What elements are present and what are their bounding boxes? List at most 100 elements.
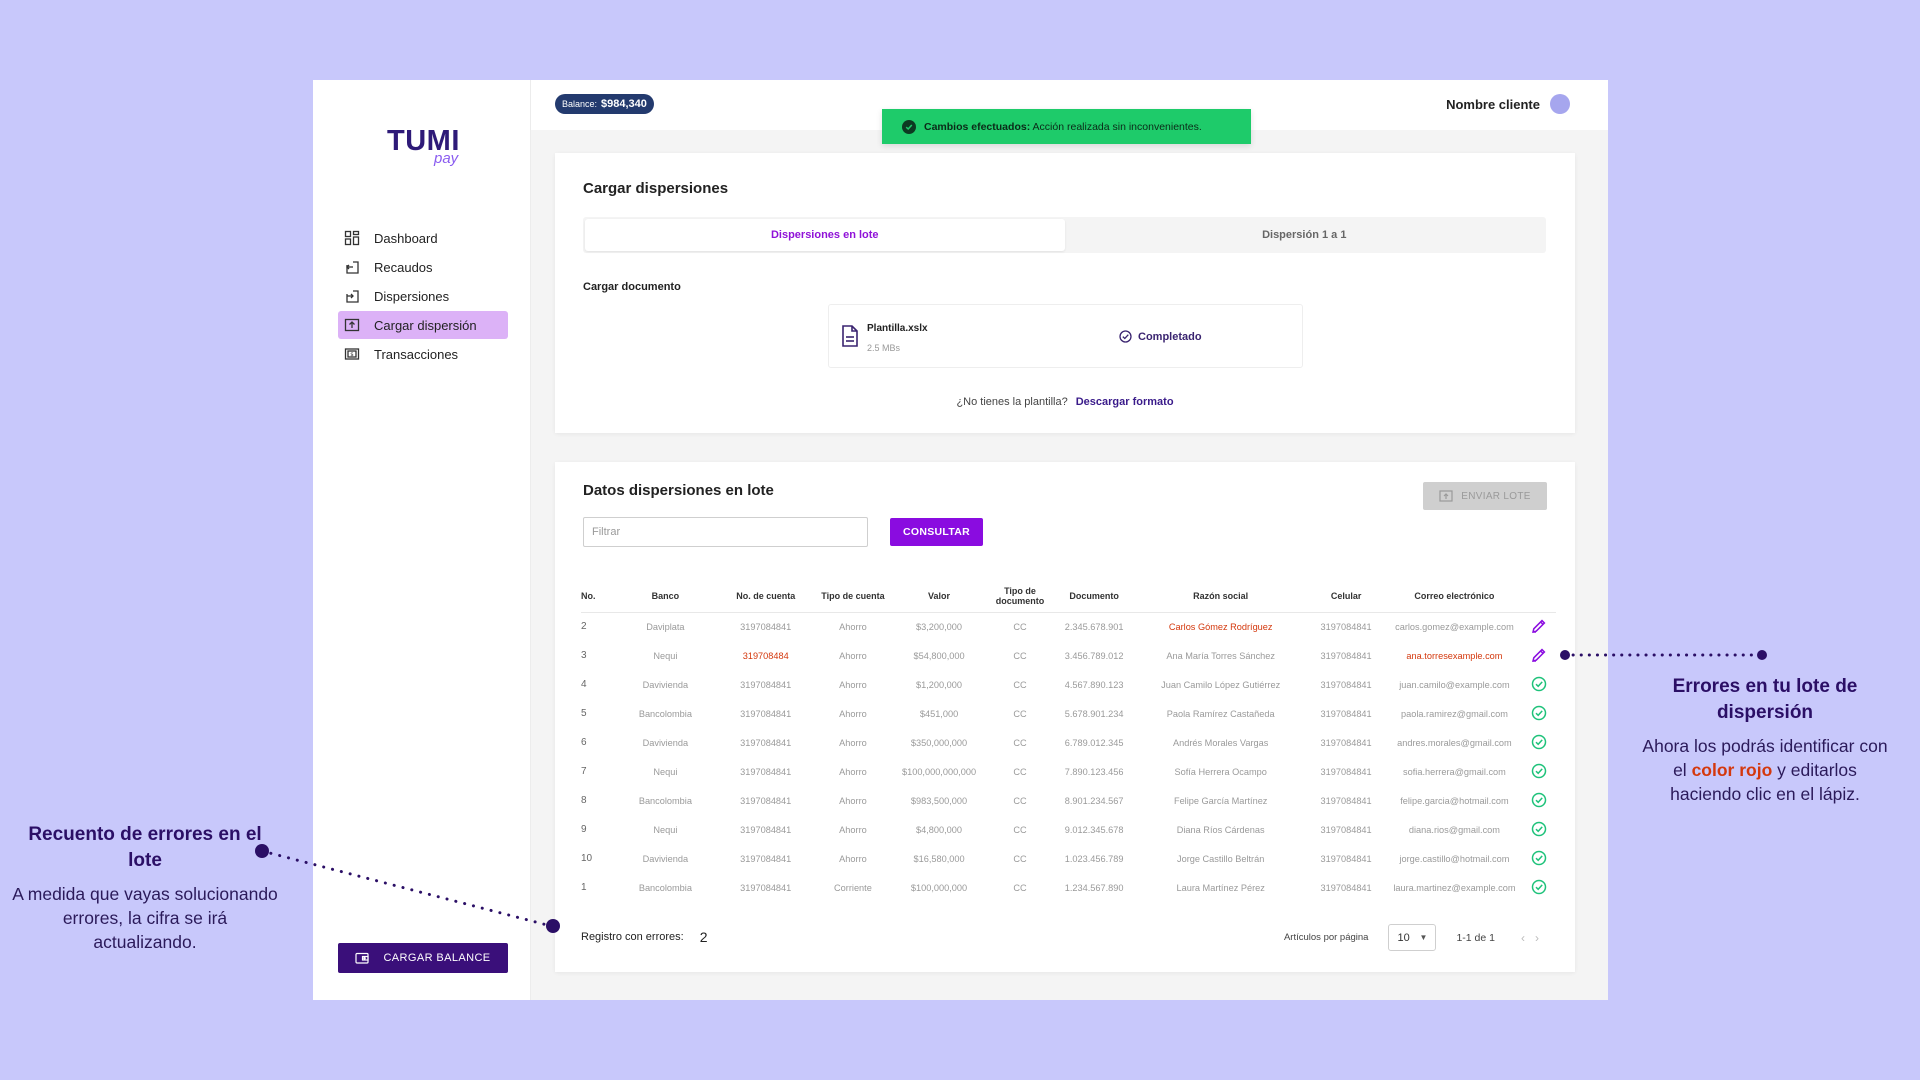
grid-icon [344, 230, 360, 246]
check-circle-icon [1531, 792, 1547, 808]
upload-title: Cargar dispersiones [583, 180, 729, 197]
check-circle-icon [1531, 821, 1547, 837]
table-row[interactable]: 7 Nequi 3197084841 Ahorro $100,000,000,000 CC… [581, 757, 1556, 786]
cell-documento: 4.567.890.123 [1064, 679, 1124, 690]
table-row[interactable]: 8 Bancolombia 3197084841 Ahorro $983,500,000… [581, 786, 1556, 815]
cell-tipo-cuenta: Corriente [834, 882, 872, 893]
cell-tipo-documento: CC [1013, 824, 1027, 835]
per-page-select[interactable]: 10 ▼ [1388, 924, 1437, 951]
batch-table: No. Banco No. de cuenta Tipo de cuenta V… [581, 580, 1556, 902]
table-row[interactable]: 4 Davivienda 3197084841 Ahorro $1,200,000 CC 4… [581, 670, 1556, 699]
cell-razon-social: Laura Martínez Pérez [1176, 882, 1265, 893]
sidebar-item-transacciones[interactable]: $ Transacciones [338, 340, 508, 368]
uploaded-file[interactable]: Plantilla.xslx 2.5 MBs Completado [828, 304, 1303, 368]
tab-dispersiones-en-lote[interactable]: Dispersiones en lote [585, 219, 1065, 251]
table-header-row: No. Banco No. de cuenta Tipo de cuenta V… [581, 580, 1556, 613]
table-row[interactable]: 10 Davivienda 3197084841 Ahorro $16,580,000 C… [581, 844, 1556, 873]
cell-no: 4 [581, 679, 587, 690]
cell-tipo-documento: CC [1013, 737, 1027, 748]
balance-label: Balance: [562, 99, 598, 109]
cell-valor: $100,000,000 [910, 882, 968, 893]
table-row[interactable]: 2 Daviplata 3197084841 Ahorro $3,200,000 CC 2.… [581, 612, 1556, 641]
cell-action [1522, 786, 1556, 815]
cell-documento: 8.901.234.567 [1064, 795, 1124, 806]
cell-cuenta: 3197084841 [740, 853, 792, 864]
svg-text:$: $ [350, 352, 354, 358]
pagination: Artículos por página 10 ▼ 1-1 de 1 ‹ › [1284, 924, 1539, 951]
cell-correo: paola.ramirez@gmail.com [1401, 708, 1508, 719]
check-circle-icon [1531, 734, 1547, 750]
cell-tipo-cuenta: Ahorro [839, 679, 867, 690]
cell-no: 6 [581, 737, 587, 748]
check-circle-icon [1531, 763, 1547, 779]
enviar-lote-button[interactable]: ENVIAR LOTE [1423, 482, 1547, 510]
cell-valor: $4,800,000 [916, 824, 963, 835]
cell-cuenta: 3197084841 [740, 766, 792, 777]
cell-correo: juan.camilo@example.com [1399, 679, 1510, 690]
annotation-right: Errores en tu lote de dispersión Ahora l… [1640, 674, 1890, 806]
sidebar-item-dashboard[interactable]: Dashboard [338, 224, 508, 252]
tab-dispersion-1-a-1[interactable]: Dispersión 1 a 1 [1262, 229, 1347, 241]
consultar-button[interactable]: CONSULTAR [890, 518, 983, 546]
avatar[interactable] [1550, 94, 1570, 114]
check-circle-icon [1531, 676, 1547, 692]
cell-cuenta: 3197084841 [740, 882, 792, 893]
table-row[interactable]: 5 Bancolombia 3197084841 Ahorro $451,000 CC 5.… [581, 699, 1556, 728]
toast-bold: Cambios efectuados: [924, 120, 1031, 133]
pencil-edit-icon[interactable] [1531, 618, 1547, 634]
cell-cuenta: 3197084841 [740, 824, 792, 835]
col-cuenta: No. de cuenta [715, 580, 816, 613]
cell-action [1522, 699, 1556, 728]
download-template-link[interactable]: Descargar formato [1075, 396, 1174, 408]
cell-cuenta: 319708484 [742, 650, 789, 661]
sidebar-item-recaudos[interactable]: Recaudos [338, 253, 508, 281]
check-circle-icon [1531, 879, 1547, 895]
cell-no: 9 [581, 824, 587, 835]
logo-brand: TUMI [387, 125, 460, 157]
file-size: 2.5 MBs [867, 343, 901, 353]
cell-action [1522, 641, 1556, 670]
upload-card: Cargar dispersiones Dispersiones en lote… [555, 153, 1575, 433]
table-row[interactable]: 3 Nequi 319708484 Ahorro $54,800,000 CC 3.456.… [581, 641, 1556, 670]
col-correo: Correo electrónico [1387, 580, 1522, 613]
error-count: Registro con errores: 2 [581, 929, 708, 945]
pencil-edit-icon[interactable] [1531, 647, 1547, 663]
cell-correo: carlos.gomez@example.com [1395, 621, 1514, 632]
cell-no: 1 [581, 882, 587, 893]
success-toast: Cambios efectuados: Acción realizada sin… [882, 109, 1251, 144]
table-row[interactable]: 9 Nequi 3197084841 Ahorro $4,800,000 CC 9.012.… [581, 815, 1556, 844]
next-page-icon[interactable]: › [1535, 930, 1539, 945]
client-menu[interactable]: Nombre cliente [1446, 94, 1570, 114]
cell-celular: 3197084841 [1320, 824, 1372, 835]
doc-label: Cargar documento [583, 281, 681, 293]
cell-documento: 1.023.456.789 [1064, 853, 1124, 864]
cargar-balance-button[interactable]: CARGAR BALANCE [338, 943, 508, 973]
cell-cuenta: 3197084841 [740, 621, 792, 632]
cell-razon-social: Juan Camilo López Gutiérrez [1161, 679, 1281, 690]
table-row[interactable]: 6 Davivienda 3197084841 Ahorro $350,000,000 C… [581, 728, 1556, 757]
check-circle-icon [1531, 705, 1547, 721]
client-name: Nombre cliente [1446, 96, 1540, 112]
cell-razon-social: Jorge Castillo Beltrán [1177, 853, 1265, 864]
cell-razon-social: Felipe García Martínez [1173, 795, 1268, 806]
cell-celular: 3197084841 [1320, 882, 1372, 893]
enviar-lote-label: ENVIAR LOTE [1461, 490, 1531, 502]
prev-page-icon[interactable]: ‹ [1521, 930, 1525, 945]
cell-banco: Nequi [653, 824, 678, 835]
cell-tipo-documento: CC [1013, 882, 1027, 893]
cell-banco: Nequi [653, 766, 678, 777]
sidebar-item-cargar-dispersion[interactable]: Cargar dispersión [338, 311, 508, 339]
cargar-balance-label: CARGAR BALANCE [383, 952, 491, 964]
page-range: 1-1 de 1 [1456, 931, 1495, 944]
toast-text: Acción realizada sin inconvenientes. [1032, 120, 1202, 133]
balance-badge: Balance: $984,340 [555, 94, 654, 114]
cell-celular: 3197084841 [1320, 766, 1372, 777]
cell-action [1522, 873, 1556, 902]
sidebar-item-dispersiones[interactable]: Dispersiones [338, 282, 508, 310]
table-row[interactable]: 1 Bancolombia 3197084841 Corriente $100,000,… [581, 873, 1556, 902]
send-icon [1439, 490, 1453, 502]
cell-tipo-cuenta: Ahorro [839, 766, 867, 777]
tabs: Dispersiones en lote Dispersión 1 a 1 [583, 217, 1546, 253]
sidebar-item-label: Dispersiones [374, 288, 450, 304]
filter-input[interactable] [583, 517, 868, 547]
